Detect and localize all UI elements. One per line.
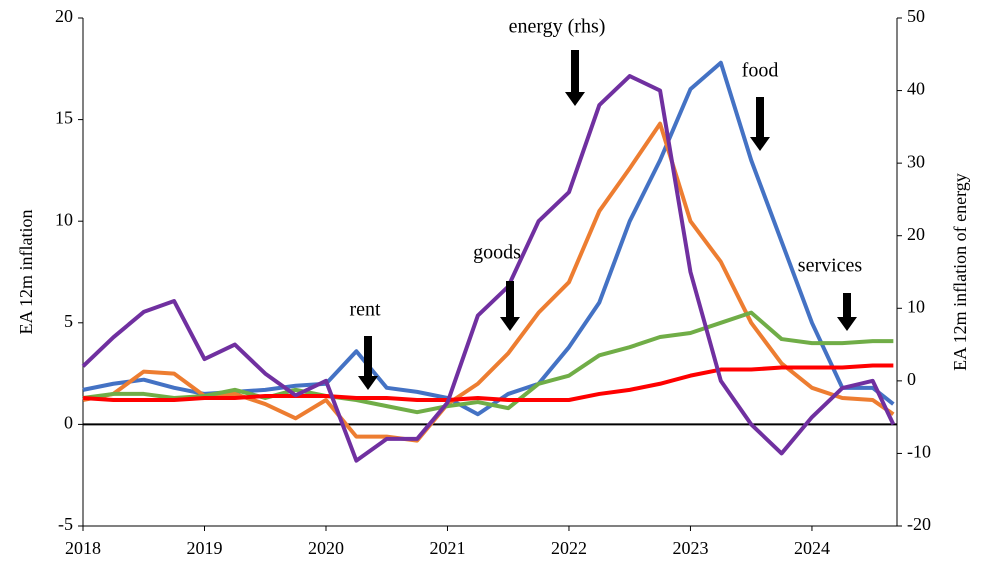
annotation: food <box>742 60 779 82</box>
y-tick-label: 0 <box>64 413 73 433</box>
x-tick-label: 2019 <box>186 538 222 558</box>
x-tick-label: 2024 <box>794 538 830 558</box>
x-tick-label: 2021 <box>429 538 465 558</box>
x-tick-label: 2022 <box>551 538 587 558</box>
series-line <box>82 60 895 417</box>
y-tick-label: 20 <box>55 6 73 26</box>
x-tick-label: 2018 <box>65 538 101 558</box>
y2-tick-label: 30 <box>907 151 925 171</box>
y2-tick-label: -20 <box>907 514 931 534</box>
y-tick-label: 15 <box>55 108 73 128</box>
y-axis-title: EA 12m inflation <box>16 210 36 335</box>
annotation: goods <box>473 242 521 264</box>
y-tick-label: -5 <box>58 514 73 534</box>
series-line <box>82 310 894 415</box>
y2-axis-title: EA 12m inflation of energy <box>950 173 970 371</box>
series-line <box>81 74 896 463</box>
y2-tick-label: 50 <box>907 6 925 26</box>
y2-tick-label: -10 <box>907 442 931 462</box>
plot: -5 0 5 10 15 20 -20 -10 0 10 20 30 40 50 2018 2019 2020 2… <box>55 6 931 558</box>
annotation: services <box>798 255 863 277</box>
x-tick-label: 2023 <box>672 538 708 558</box>
y2-tick-label: 40 <box>907 79 925 99</box>
y-tick-label: 5 <box>64 311 73 331</box>
y2-tick-label: 10 <box>907 296 925 316</box>
x-tick-label: 2020 <box>308 538 344 558</box>
annotation-arrows <box>358 50 857 390</box>
y2-tick-label: 20 <box>907 224 925 244</box>
series-line <box>82 363 894 403</box>
y2-tick-label: 0 <box>907 369 916 389</box>
annotation: energy (rhs) <box>509 16 606 38</box>
y-tick-label: 10 <box>55 209 73 229</box>
annotation: rent <box>349 299 381 321</box>
